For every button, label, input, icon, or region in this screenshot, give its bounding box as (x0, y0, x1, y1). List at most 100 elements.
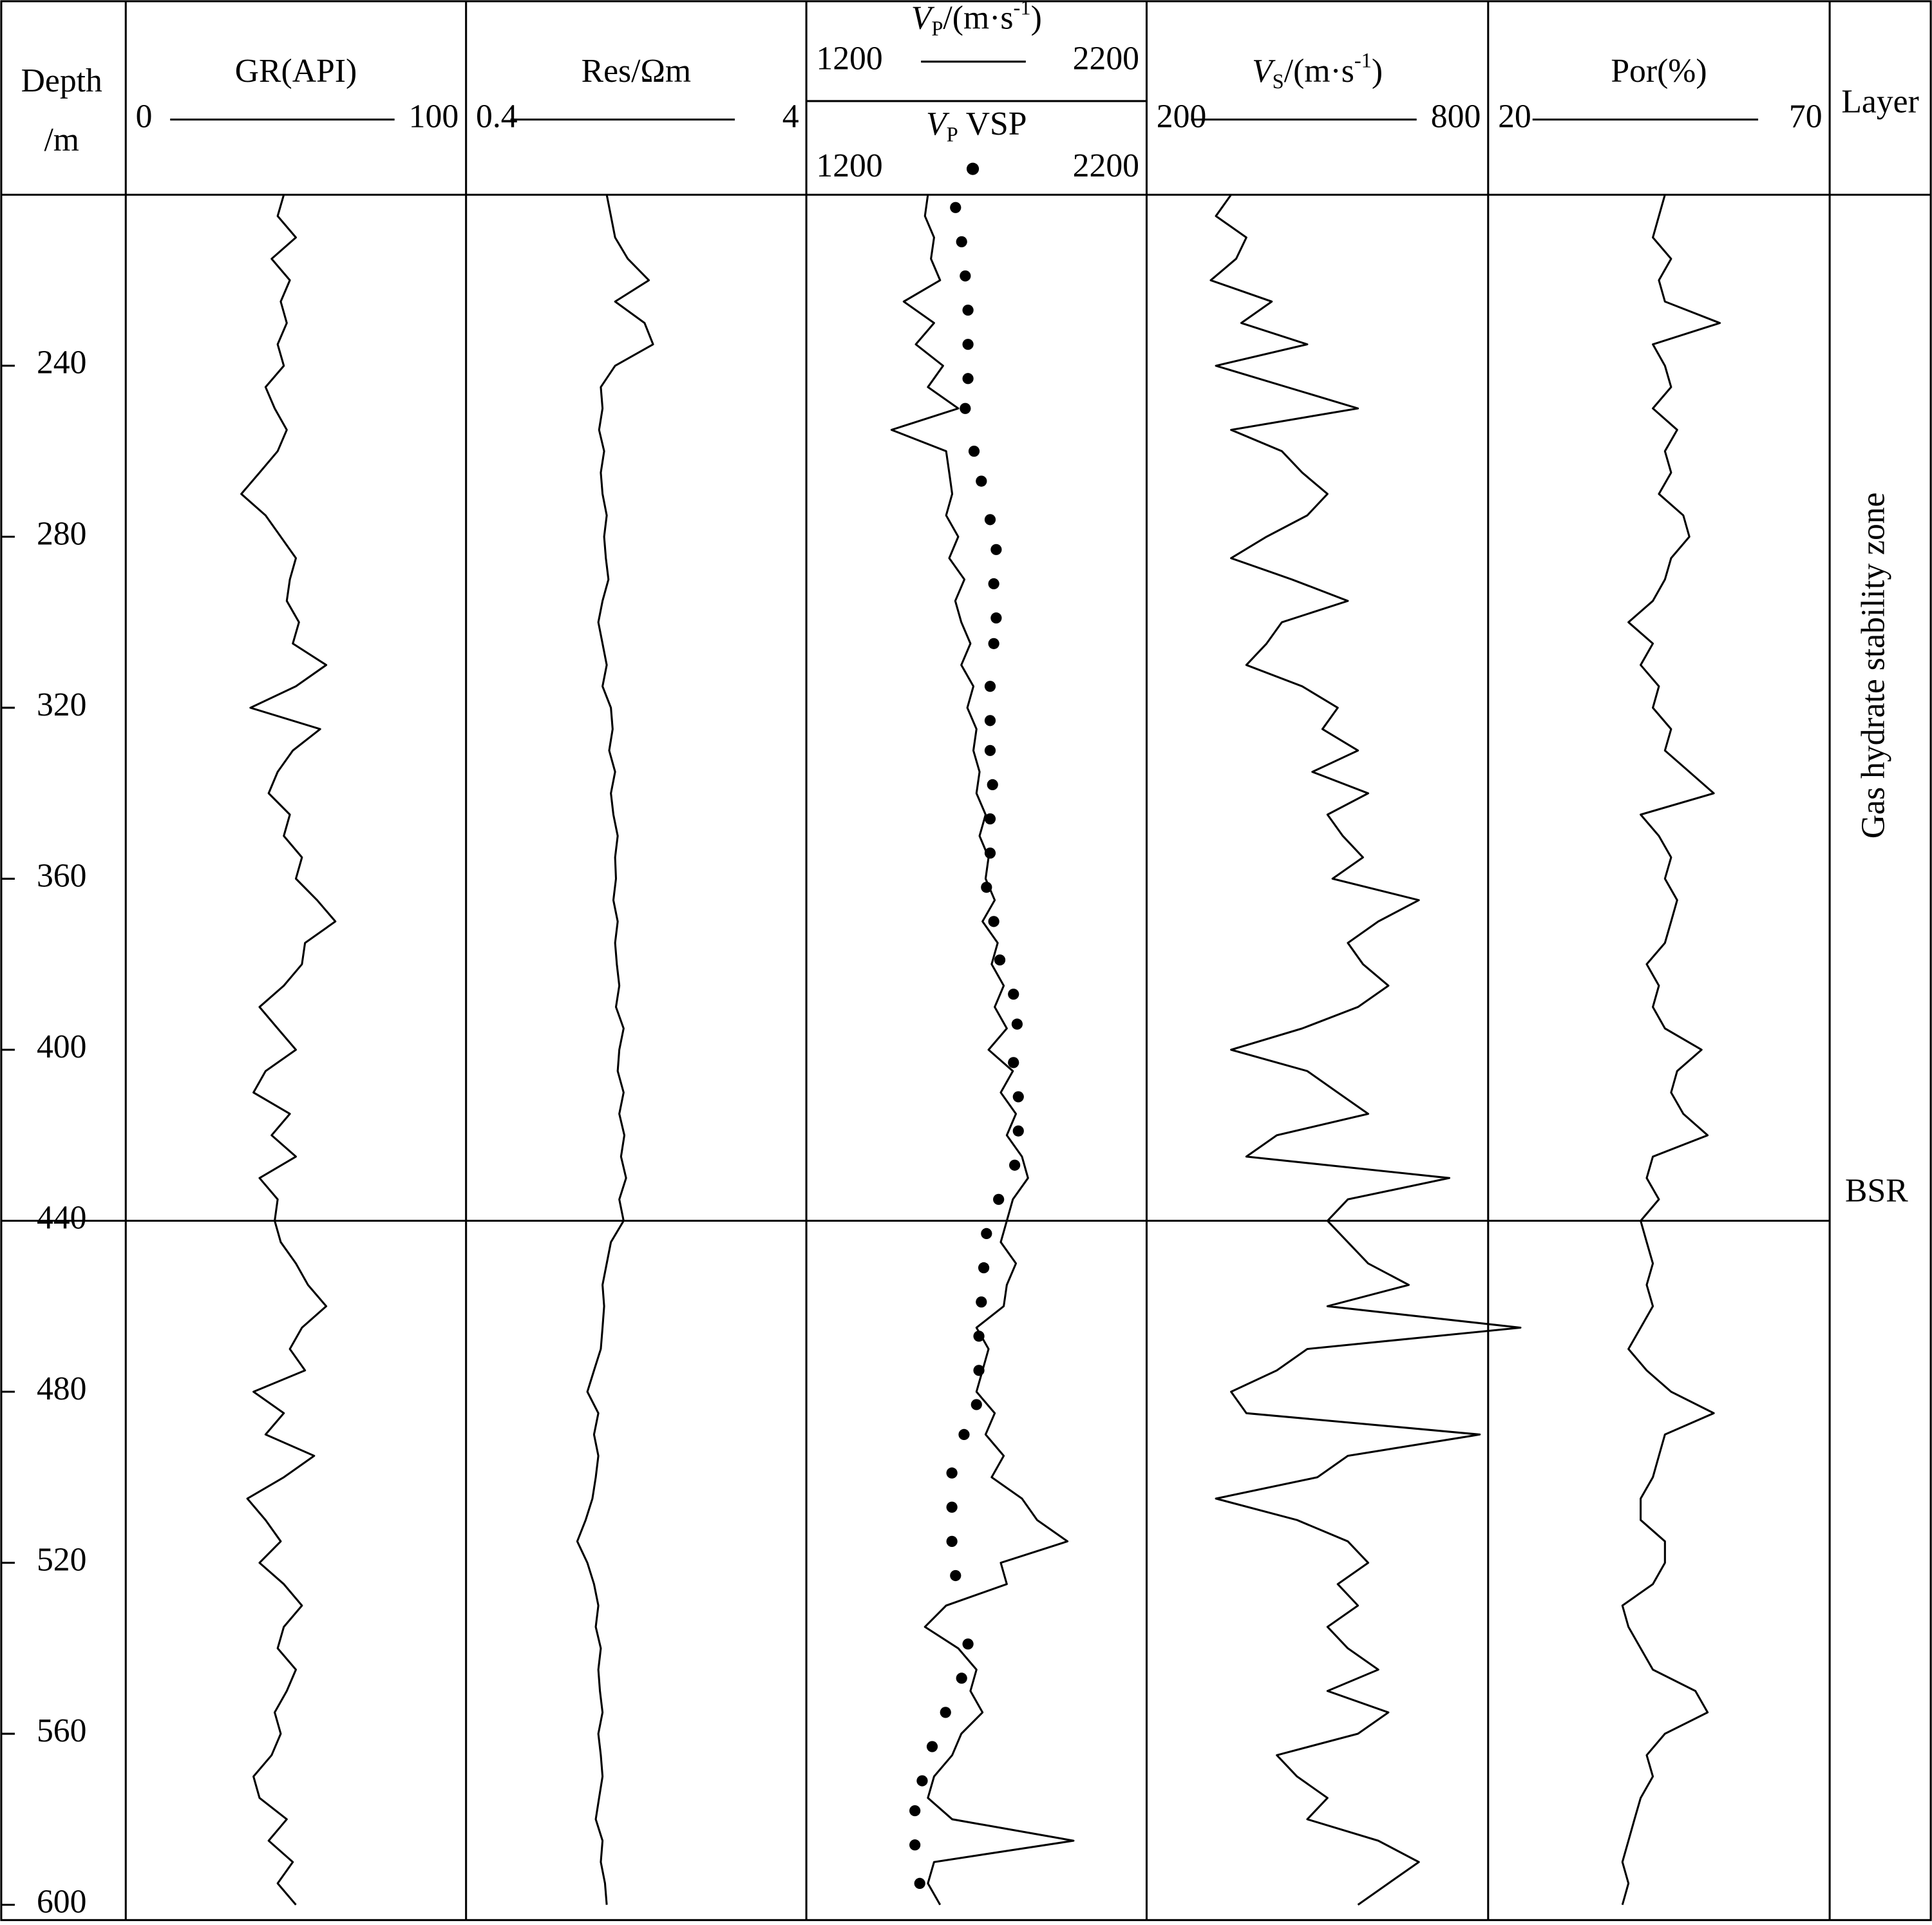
vsp-point (909, 1805, 921, 1817)
vsp-point (988, 638, 999, 649)
label-part: V (911, 0, 935, 36)
vsp-point (960, 403, 971, 414)
vsp-point (987, 779, 998, 791)
track-label: GR(API) (235, 53, 357, 90)
log-curve (1621, 194, 1721, 1906)
vsp-point (990, 544, 1002, 555)
depth-label: Depth (21, 62, 102, 99)
vsp-point (988, 578, 999, 590)
vsp-point (962, 373, 974, 384)
vsp-point (916, 1775, 928, 1787)
vsp-scale-min: 1200 (816, 147, 882, 184)
vsp-point (958, 1428, 970, 1441)
scale-max: 100 (409, 98, 459, 135)
label-part: -1 (1013, 0, 1030, 20)
vsp-point (994, 954, 1006, 966)
log-curve (240, 194, 337, 1906)
vsp-point (914, 1877, 925, 1890)
vsp-point (973, 1331, 985, 1342)
log-curve (576, 194, 654, 1905)
vsp-point (978, 1262, 990, 1274)
vsp-point (950, 1569, 961, 1582)
y-tick-label: 520 (37, 1541, 87, 1578)
label-part: VSP (958, 106, 1027, 142)
scale-max: 2200 (1073, 41, 1139, 77)
vsp-point (990, 612, 1002, 624)
vsp-point (976, 1296, 987, 1308)
label-part: S (1273, 71, 1284, 94)
label-part: /(m·s (943, 0, 1013, 36)
label-part: GR(API) (235, 53, 357, 90)
vsp-point (973, 1365, 985, 1376)
depth-unit: /m (44, 122, 79, 158)
label-part: ) (1031, 0, 1042, 36)
vsp-point (946, 1467, 958, 1479)
vsp-point (956, 1673, 967, 1684)
log-curve (1209, 194, 1522, 1906)
zone-label: Gas hydrate stability zone (1855, 492, 1892, 839)
vsp-point (1012, 1091, 1024, 1103)
vsp-point (940, 1707, 951, 1718)
vsp-point (993, 1193, 1005, 1205)
vsp-point (962, 304, 974, 316)
vsp-point (926, 1741, 938, 1752)
scale-min: 0.4 (476, 98, 518, 135)
vsp-point (956, 236, 967, 247)
vsp-point (984, 848, 996, 859)
scale-min: 200 (1157, 98, 1207, 135)
label-part: P (947, 124, 958, 147)
vsp-point (1008, 989, 1019, 1000)
layer-label: Layer (1841, 84, 1918, 120)
y-tick-label: 360 (37, 857, 87, 894)
track-label: Res/Ωm (582, 53, 691, 90)
label-part: V (1252, 53, 1276, 90)
label-part: ) (1372, 53, 1383, 90)
y-tick-label: 440 (37, 1199, 87, 1236)
scale-min: 0 (136, 98, 153, 135)
vsp-point (984, 681, 996, 692)
vsp-point (962, 339, 974, 350)
vsp-point (1011, 1018, 1023, 1030)
track-label: VP VSP (926, 106, 1027, 147)
label-part: Res/Ωm (582, 53, 691, 90)
vsp-point (984, 514, 996, 526)
y-tick-label: 280 (37, 515, 87, 552)
label-part: /(m·s (1284, 53, 1354, 90)
vsp-point (971, 1399, 982, 1410)
vsp-point (981, 1228, 992, 1240)
legend-dot (966, 162, 980, 175)
y-tick-label: 320 (37, 687, 87, 723)
scale-min: 20 (1498, 98, 1531, 135)
vsp-point (988, 916, 999, 927)
scale-max: 800 (1431, 98, 1481, 135)
y-tick-label: 400 (37, 1029, 87, 1065)
label-part: Por(%) (1611, 53, 1707, 90)
vsp-point (1008, 1057, 1019, 1068)
vsp-point (984, 744, 996, 756)
y-tick-label: 240 (37, 345, 87, 381)
scale-min: 1200 (816, 41, 882, 77)
vsp-point (960, 270, 971, 282)
scale-max: 70 (1789, 98, 1823, 135)
vsp-point (1009, 1159, 1021, 1171)
label-part: P (931, 17, 943, 41)
y-tick-label: 600 (37, 1883, 87, 1920)
vsp-point (1012, 1125, 1024, 1137)
y-tick-label: 480 (37, 1370, 87, 1407)
track-label: VP/(m·s-1) (911, 0, 1042, 41)
vsp-point (976, 475, 987, 487)
label-part: -1 (1354, 50, 1372, 73)
track-label: VS/(m·s-1) (1252, 50, 1383, 94)
vsp-point (946, 1501, 958, 1513)
vsp-point (968, 446, 980, 457)
track-label: Por(%) (1611, 53, 1707, 90)
label-part: V (926, 106, 950, 142)
vsp-point (984, 715, 996, 726)
vsp-point (984, 813, 996, 825)
vsp-point (946, 1535, 958, 1547)
scale-max: 4 (782, 98, 799, 135)
